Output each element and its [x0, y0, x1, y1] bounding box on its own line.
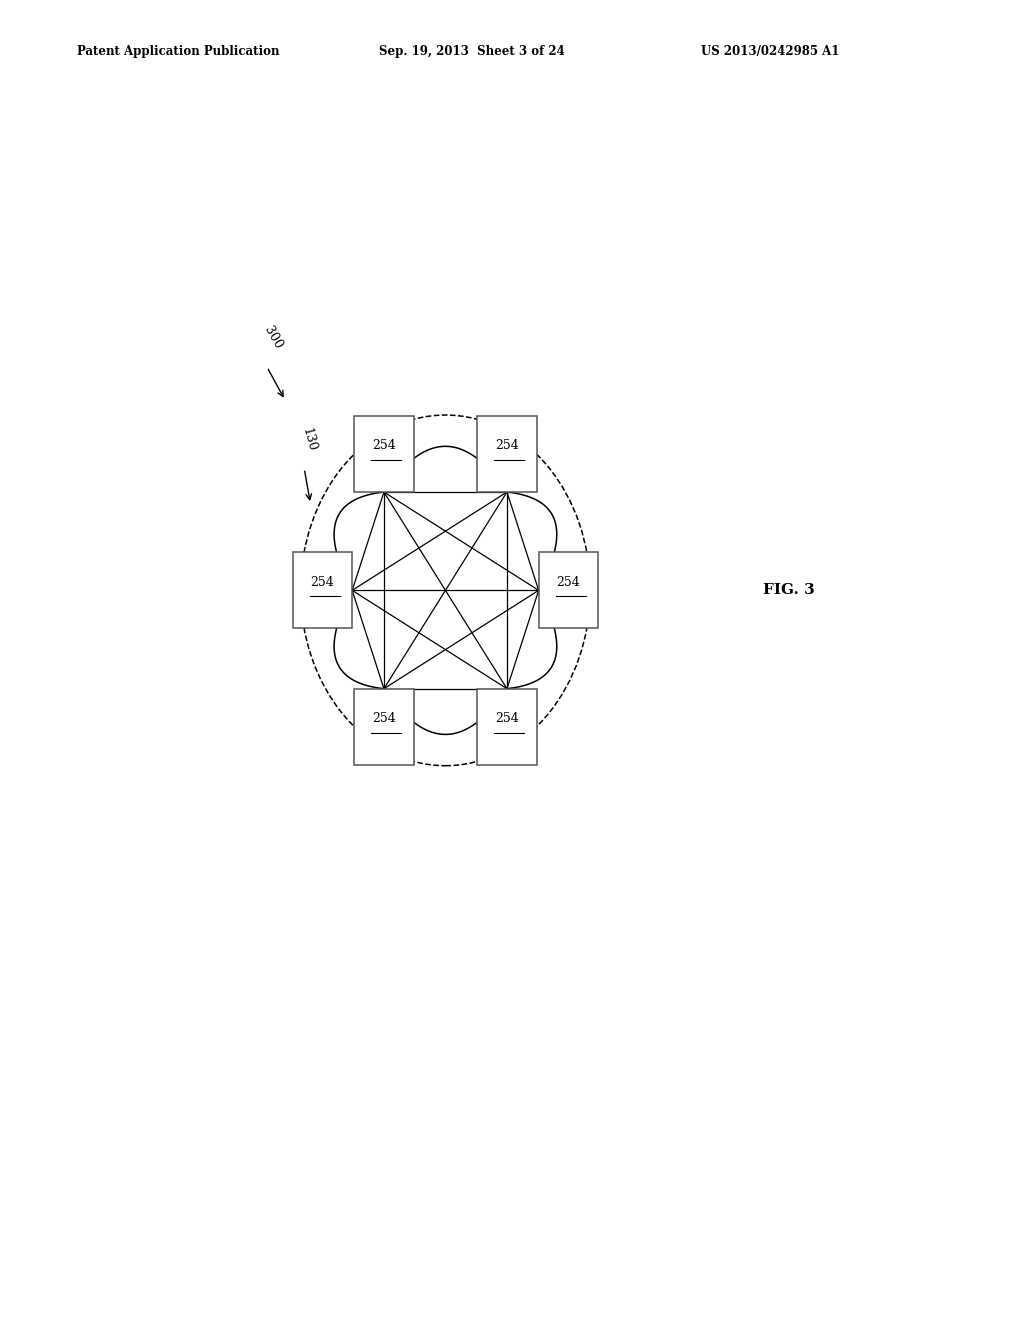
Text: Sep. 19, 2013  Sheet 3 of 24: Sep. 19, 2013 Sheet 3 of 24: [379, 45, 564, 58]
Text: 254: 254: [310, 576, 334, 589]
Bar: [354, 416, 414, 492]
Text: FIG. 3: FIG. 3: [763, 583, 815, 598]
Bar: [539, 552, 598, 628]
Text: 254: 254: [495, 440, 519, 453]
Bar: [477, 416, 537, 492]
Text: 254: 254: [495, 713, 519, 725]
Bar: [293, 552, 352, 628]
Text: 254: 254: [372, 713, 396, 725]
Text: 254: 254: [372, 440, 396, 453]
Bar: [354, 689, 414, 764]
Text: US 2013/0242985 A1: US 2013/0242985 A1: [701, 45, 840, 58]
Text: Patent Application Publication: Patent Application Publication: [77, 45, 280, 58]
Bar: [477, 689, 537, 764]
Text: 254: 254: [557, 576, 581, 589]
Text: 130: 130: [300, 426, 318, 453]
Text: 300: 300: [261, 325, 285, 351]
